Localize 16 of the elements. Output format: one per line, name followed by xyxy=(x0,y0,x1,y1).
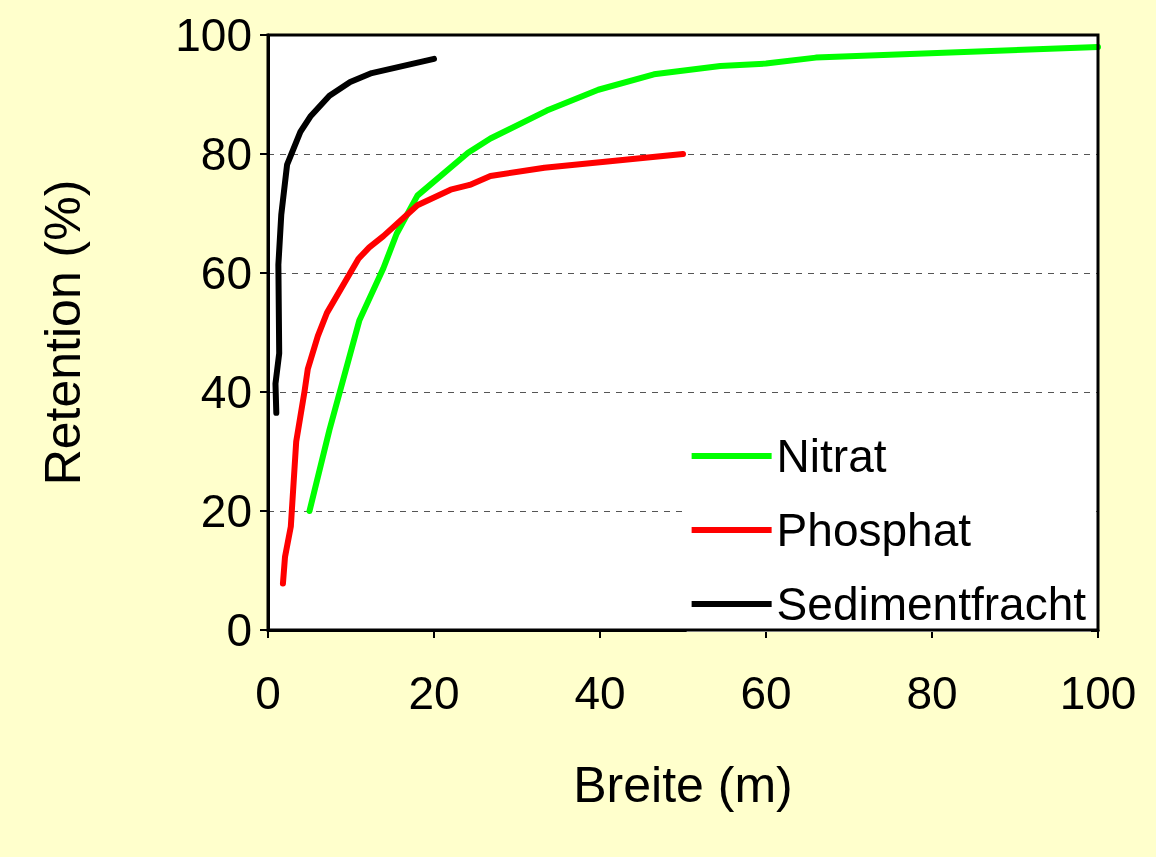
y-tick-label: 40 xyxy=(200,366,252,418)
legend-label: Nitrat xyxy=(776,430,887,482)
x-tick-label: 60 xyxy=(740,667,792,719)
y-axis-title: Retention (%) xyxy=(35,179,91,486)
x-axis-title: Breite (m) xyxy=(573,757,793,813)
x-tick-label: 40 xyxy=(574,667,626,719)
y-tick-label: 20 xyxy=(200,485,252,537)
x-tick-label: 20 xyxy=(408,667,460,719)
y-tick-label: 0 xyxy=(226,604,252,656)
y-tick-label: 60 xyxy=(200,247,252,299)
legend-label: Sedimentfracht xyxy=(776,578,1087,630)
y-tick-label: 80 xyxy=(200,128,252,180)
x-tick-label: 80 xyxy=(906,667,958,719)
y-tick-label: 100 xyxy=(175,9,252,61)
x-tick-label: 100 xyxy=(1059,667,1137,719)
legend-label: Phosphat xyxy=(776,504,972,556)
